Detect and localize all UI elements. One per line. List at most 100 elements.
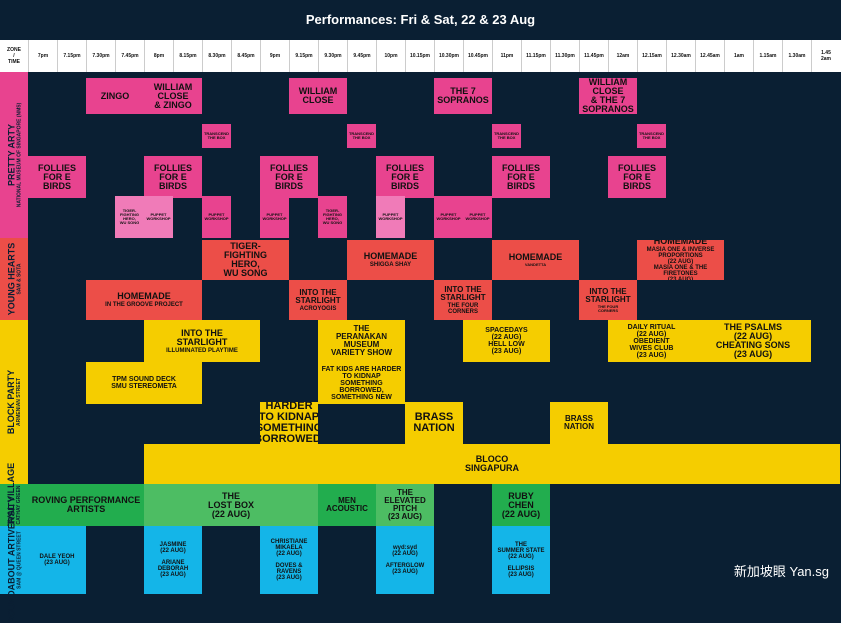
zone-section-label: PRETTY ARTY NATIONAL MUSEUM OF SINGAPORE … — [0, 72, 28, 238]
performance-block[interactable]: SPACEDAYS (22 AUG) HELL LOW (23 AUG) — [463, 320, 550, 362]
performance-block[interactable]: INTO THE STARLIGHT THE FOUR CORNERS — [434, 280, 492, 320]
performance-block[interactable]: HOMEMADE IN THE GROOVE PROJECT — [86, 280, 202, 320]
performance-block[interactable]: TIGER- FIGHTING HERO, WU SONG — [202, 240, 289, 280]
performance-block[interactable]: BLOCO SINGAPURA — [144, 444, 840, 484]
time-slot-label: 12.15am — [637, 40, 666, 72]
performance-block[interactable]: THE PERANAKAN MUSEUM VARIETY SHOW — [318, 320, 405, 362]
performance-block[interactable]: WILLIAM CLOSE & ZINGO — [144, 78, 202, 114]
performance-subtitle: VANDETTA — [524, 262, 547, 267]
performance-block[interactable]: BRASS NATION — [405, 402, 463, 444]
performance-block[interactable]: TRANSCEND THE BOX — [202, 124, 231, 148]
performance-block[interactable]: RUBY CHEN (22 AUG) — [492, 484, 550, 526]
time-slot-label: 11.30pm — [550, 40, 579, 72]
time-slot-label: 7.15pm — [57, 40, 86, 72]
performance-block[interactable]: HOMEMADE VANDETTA — [492, 240, 579, 280]
zone-section-label: YOUNG HEARTS SAM & SOTA — [0, 238, 28, 320]
performance-title: PUPPET WORKSHOP — [465, 212, 490, 221]
performance-block[interactable]: JASMINE (22 AUG) ARIANE DEBORAH (23 AUG) — [144, 526, 202, 594]
performance-block[interactable]: THE ELEVATED PITCH (23 AUG) — [376, 484, 434, 526]
performance-block[interactable]: PUPPET WORKSHOP — [463, 196, 492, 238]
performance-title: PUPPET WORKSHOP — [378, 212, 403, 221]
performance-title: INTO THE STARLIGHT — [295, 287, 341, 305]
performance-title: SPACEDAYS (22 AUG) HELL LOW (23 AUG) — [485, 327, 528, 355]
performance-block[interactable]: MEN ACOUSTIC — [318, 484, 376, 526]
performance-block[interactable]: FOLLIES FOR E BIRDS — [492, 156, 550, 198]
performance-title: HOMEMADE — [653, 240, 708, 246]
timeline-header: ZONE / TIME 7pm 7.15pm 7.30pm 7.45pm 8pm 8.15… — [0, 40, 841, 72]
performance-block[interactable]: TPM SOUND DECK SMU STEREOMETA — [86, 362, 202, 404]
performance-block[interactable]: PUPPET WORKSHOP — [144, 196, 173, 238]
watermark: 新加坡眼 Yan.sg — [733, 564, 829, 579]
performance-block[interactable]: wyd:syd (22 AUG) AFTERGLOW (23 AUG) — [376, 526, 434, 594]
performance-title: BRASS NATION — [563, 414, 595, 431]
performance-title: RUBY CHEN (22 AUG) — [501, 490, 541, 519]
performance-subtitle: IN THE GROOVE PROJECT — [105, 302, 183, 308]
performance-title: INTO THE STARLIGHT — [585, 286, 631, 304]
performance-block[interactable]: FOLLIES FOR E BIRDS — [144, 156, 202, 198]
page-title: Performances: Fri & Sat, 22 & 23 Aug — [305, 12, 536, 27]
time-slot-label: 7.45pm — [115, 40, 144, 72]
performance-block[interactable]: PUPPET WORKSHOP — [434, 196, 463, 238]
performance-title: ROVING PERFORMANCE ARTISTS — [31, 495, 141, 514]
performance-title: PUPPET WORKSHOP — [436, 212, 461, 221]
performance-title: TRANSCEND THE BOX — [493, 131, 520, 140]
time-slot-label: 9.45pm — [347, 40, 376, 72]
performance-subtitle: ACROYOGIS — [299, 305, 337, 312]
performance-block[interactable]: TRANSCEND THE BOX — [492, 124, 521, 148]
performance-block[interactable]: TIGER- FIGHTING HERO, WU SONG — [115, 196, 144, 238]
performance-block[interactable]: FAT KIDS ARE HARDER TO KIDNAP SOMETHING … — [260, 402, 318, 444]
time-slot-label: 7pm — [28, 40, 57, 72]
performance-block[interactable]: FOLLIES FOR E BIRDS — [376, 156, 434, 198]
performance-block[interactable]: THE LOST BOX (22 AUG) — [144, 484, 318, 526]
performance-block[interactable]: THE 7 SOPRANOS — [434, 78, 492, 114]
performance-block[interactable]: HOMEMADE SHIGGA SHAY — [347, 240, 434, 280]
performance-block[interactable]: DAILY RITUAL (22 AUG) OBEDIENT WIVES CLU… — [608, 320, 695, 362]
performance-block[interactable]: DALE YEOH (23 AUG) — [28, 526, 86, 594]
time-slot-label: 9.15pm — [289, 40, 318, 72]
performance-block[interactable]: WILLIAM CLOSE & THE 7 SOPRANOS — [579, 78, 637, 114]
time-slot-label: 1.15am — [753, 40, 782, 72]
performance-block[interactable]: PUPPET WORKSHOP — [202, 196, 231, 238]
time-slot-label: 11.45pm — [579, 40, 608, 72]
performance-block[interactable]: FOLLIES FOR E BIRDS — [260, 156, 318, 198]
performance-title: HOMEMADE — [117, 291, 171, 301]
performance-block[interactable]: THE SUMMER STATE (22 AUG) ELLIPSIS (23 A… — [492, 526, 550, 594]
performance-block[interactable]: BRASS NATION — [550, 402, 608, 444]
zone-name: BLOCK PARTY — [6, 369, 16, 435]
performance-block[interactable]: THE PSALMS (22 AUG) CHEATING SONS (23 AU… — [695, 320, 811, 362]
performance-block[interactable]: ROVING PERFORMANCE ARTISTS — [28, 484, 144, 526]
time-slot-label: 1.30am — [782, 40, 811, 72]
time-slot-label: 11pm — [492, 40, 521, 72]
performance-block[interactable]: CHRISTIANE MIKAELA (22 AUG) DOVES & RAVE… — [260, 526, 318, 594]
performance-title: PUPPET WORKSHOP — [204, 212, 229, 221]
time-slot-label: 12.30am — [666, 40, 695, 72]
performance-block[interactable]: TIGER- FIGHTING HERO, WU SONG — [318, 196, 347, 238]
performance-block[interactable]: FOLLIES FOR E BIRDS — [28, 156, 86, 198]
performance-block[interactable]: TRANSCEND THE BOX — [637, 124, 666, 148]
performance-subtitle: MASIA ONE & INVERSE PROPORTIONS (22 AUG)… — [646, 247, 715, 280]
performance-block[interactable]: ZINGO — [86, 78, 144, 114]
performance-block[interactable]: TRANSCEND THE BOX — [347, 124, 376, 148]
performance-block[interactable]: WILLIAM CLOSE — [289, 78, 347, 114]
time-slot-label: 12.45am — [695, 40, 724, 72]
performance-block[interactable]: INTO THE STARLIGHT THE FOUR CORNERS — [579, 280, 637, 320]
time-slot-label: 11.15pm — [521, 40, 550, 72]
performance-title: HOMEMADE — [508, 252, 563, 262]
performance-block[interactable]: FAT KIDS ARE HARDER TO KIDNAP SOMETHING … — [318, 362, 405, 404]
performance-block[interactable]: PUPPET WORKSHOP — [260, 196, 289, 238]
performance-block[interactable]: INTO THE STARLIGHT ACROYOGIS — [289, 280, 347, 320]
performance-block[interactable]: HOMEMADE MASIA ONE & INVERSE PROPORTIONS … — [637, 240, 724, 280]
performance-title: PUPPET WORKSHOP — [146, 212, 171, 221]
performance-block[interactable]: INTO THE STARLIGHT ILLUMINATED PLAYTIME — [144, 320, 260, 362]
performance-title: TRANSCEND THE BOX — [638, 131, 665, 140]
time-slot-label: 8.30pm — [202, 40, 231, 72]
performance-block[interactable]: FOLLIES FOR E BIRDS — [608, 156, 666, 198]
performance-title: THE PSALMS (22 AUG) CHEATING SONS (23 AU… — [715, 322, 791, 359]
performance-title: TRANSCEND THE BOX — [203, 131, 230, 140]
performance-block[interactable]: PUPPET WORKSHOP — [376, 196, 405, 238]
performance-title: THE LOST BOX (22 AUG) — [207, 490, 254, 519]
zone-time-label: ZONE / TIME — [7, 47, 21, 65]
performance-title: FAT KIDS ARE HARDER TO KIDNAP SOMETHING … — [260, 402, 318, 444]
time-slot-label: 10.15pm — [405, 40, 434, 72]
performance-title: TIGER- FIGHTING HERO, WU SONG — [322, 208, 343, 225]
